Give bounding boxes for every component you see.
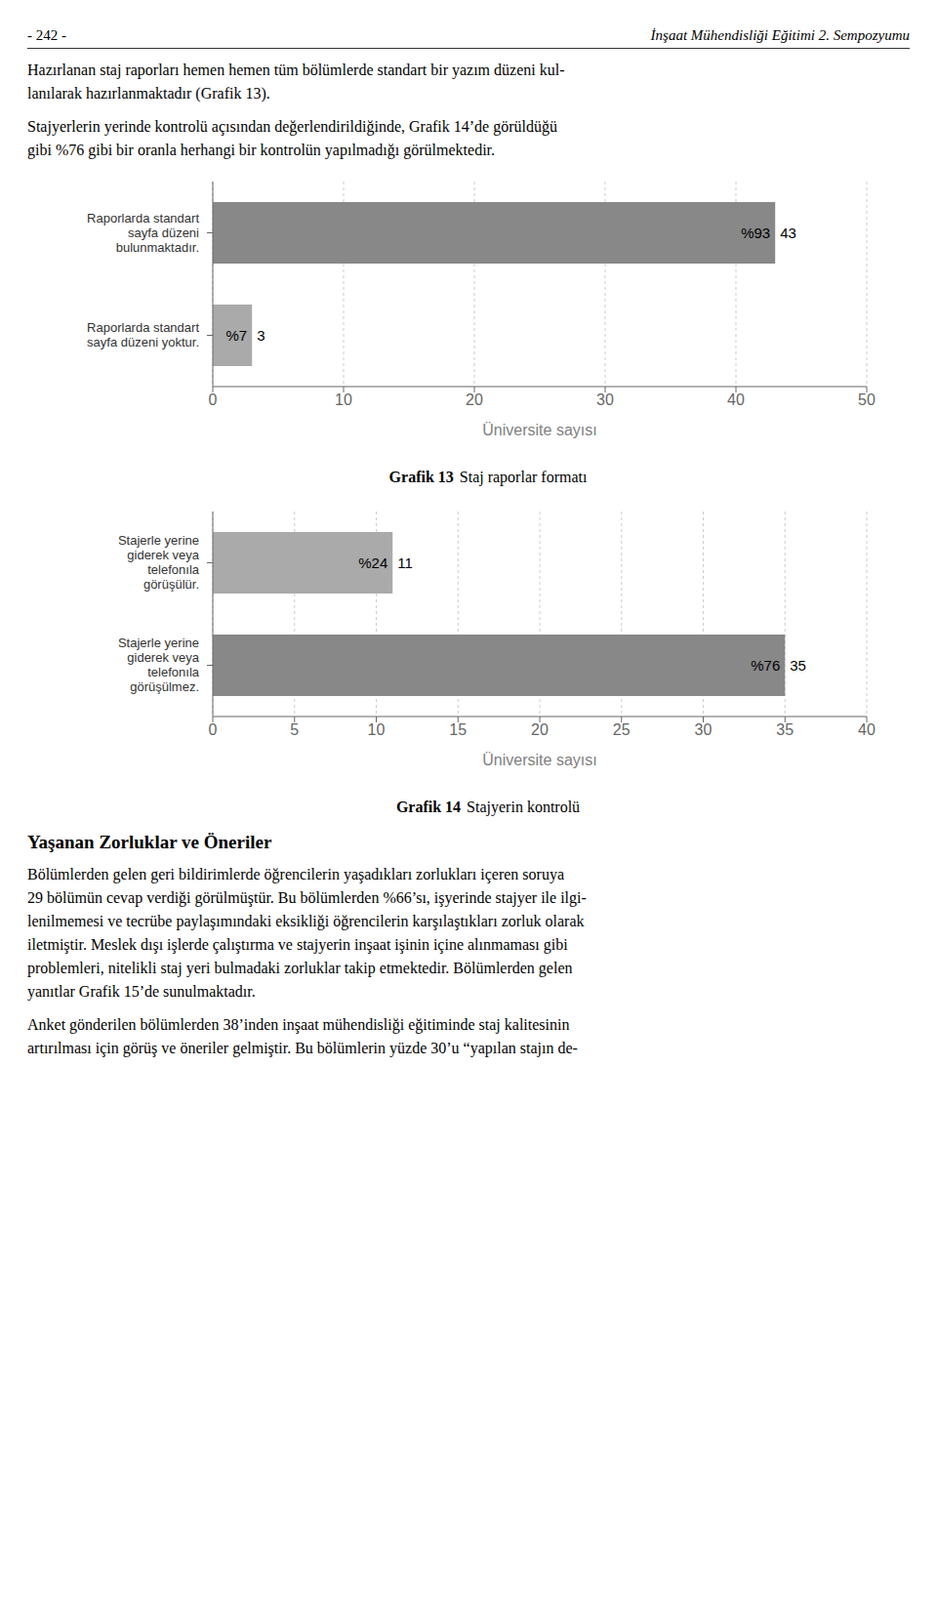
svg-text:Üniversite sayısı: Üniversite sayısı xyxy=(482,421,597,439)
svg-text:0: 0 xyxy=(208,721,218,738)
svg-text:%7: %7 xyxy=(226,326,248,344)
svg-text:43: 43 xyxy=(779,224,797,242)
svg-text:Üniversite sayısı: Üniversite sayısı xyxy=(482,751,597,769)
svg-text:Stajerle yerinegiderek veyatel: Stajerle yerinegiderek veyatelefonılagör… xyxy=(118,532,201,592)
svg-text:%24: %24 xyxy=(358,554,388,571)
svg-text:Raporlarda standartsayfa düzen: Raporlarda standartsayfa düzenibulunmakt… xyxy=(86,210,200,255)
svg-text:20: 20 xyxy=(530,721,549,738)
svg-text:0: 0 xyxy=(208,391,218,408)
svg-text:30: 30 xyxy=(596,391,614,408)
svg-text:15: 15 xyxy=(448,721,467,738)
svg-text:30: 30 xyxy=(694,721,713,738)
svg-text:35: 35 xyxy=(775,721,794,738)
svg-text:35: 35 xyxy=(789,656,807,674)
html-text:Grafik 13 Staj raporlar format: Grafik 13 Staj raporlar formatı xyxy=(389,468,587,486)
svg-text:%76: %76 xyxy=(750,656,780,674)
svg-text:%93: %93 xyxy=(740,224,771,242)
html-text:Anket gönderilen bölümlerden 3: Anket gönderilen bölümlerden 38’inden in… xyxy=(27,1016,578,1057)
svg-text:50: 50 xyxy=(857,391,876,408)
svg-text:20: 20 xyxy=(465,391,484,408)
svg-text:5: 5 xyxy=(289,721,299,738)
html-text:Bölümlerden gelen geri bildiri: Bölümlerden gelen geri bildirimlerde öğr… xyxy=(27,865,587,1000)
html-text:- 242 -: - 242 - xyxy=(27,27,67,43)
svg-text:Raporlarda standartsayfa düzen: Raporlarda standartsayfa düzeni yoktur. xyxy=(86,320,200,350)
svg-text:10: 10 xyxy=(334,391,353,408)
svg-text:10: 10 xyxy=(367,721,386,738)
html-text:Stajyerlerin yerinde kontrolü: Stajyerlerin yerinde kontrolü açısından … xyxy=(27,118,558,159)
svg-text:25: 25 xyxy=(612,721,631,738)
svg-text:40: 40 xyxy=(857,721,876,738)
html-text:Yaşanan Zorluklar ve Öneriler: Yaşanan Zorluklar ve Öneriler xyxy=(27,831,272,853)
html-text:İnşaat Mühendisliği Eğitimi 2.: İnşaat Mühendisliği Eğitimi 2. Sempozyum… xyxy=(650,27,910,43)
svg-text:11: 11 xyxy=(397,554,413,571)
svg-text:Stajerle yerinegiderek veyatel: Stajerle yerinegiderek veyatelefonılagör… xyxy=(118,635,201,694)
svg-text:3: 3 xyxy=(256,326,265,344)
html-text:Hazırlanan staj raporları heme: Hazırlanan staj raporları hemen hemen tü… xyxy=(27,61,565,102)
html-text:Grafik 14 Stajyerin kontrolü: Grafik 14 Stajyerin kontrolü xyxy=(396,798,580,815)
svg-text:40: 40 xyxy=(727,391,745,408)
